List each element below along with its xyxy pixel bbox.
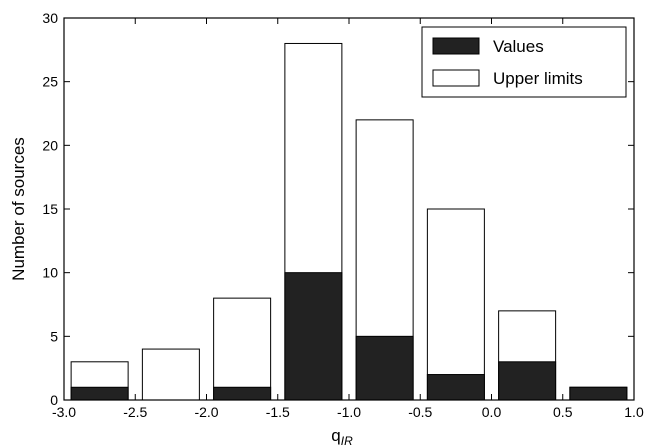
y-axis-title: Number of sources [9, 137, 28, 281]
legend-label-upper-limits: Upper limits [493, 69, 583, 88]
x-tick-label: -1.0 [337, 404, 361, 420]
x-tick-label: 0.0 [482, 404, 502, 420]
x-tick-label: -3.0 [52, 404, 76, 420]
ticks-group: -3.0 -2.5 -2.0 -1.5 -1.0 -0.5 0.0 0.5 1.0 0 5 10 15 2… [42, 10, 644, 420]
bar-values [70, 386, 129, 401]
bar-values [355, 335, 414, 401]
plot-frame [63, 17, 635, 401]
y-tick-label: 15 [42, 201, 58, 217]
x-axis-title: qIR [331, 426, 353, 447]
bar-values [426, 374, 485, 401]
bar-upper-limits [141, 348, 200, 401]
y-tick-label: 5 [50, 328, 58, 344]
y-tick-label: 25 [42, 74, 58, 90]
x-tick-label: 0.5 [553, 404, 573, 420]
x-tick-label: -1.5 [266, 404, 290, 420]
bar-values [498, 361, 557, 401]
x-axis-title-subscript: IR [341, 434, 353, 447]
y-tick-label: 30 [42, 10, 58, 26]
x-tick-label: 1.0 [624, 404, 644, 420]
bar-values [569, 386, 628, 401]
legend-swatch-upper-limits [432, 69, 480, 87]
y-tick-label: 10 [42, 265, 58, 281]
x-axis-title-main: q [331, 426, 340, 445]
legend: Values Upper limits [421, 26, 627, 98]
legend-label-values: Values [493, 37, 544, 56]
x-tick-label: -2.0 [194, 404, 218, 420]
x-tick-label: -2.5 [123, 404, 147, 420]
y-tick-label: 20 [42, 137, 58, 153]
bar-values [284, 272, 343, 401]
x-tick-label: -0.5 [408, 404, 432, 420]
legend-swatch-values [432, 37, 480, 55]
bar-values [213, 386, 272, 401]
y-tick-label: 0 [50, 392, 58, 408]
bar-upper-limits [426, 208, 485, 401]
bars-group [70, 42, 628, 401]
bar-upper-limits [213, 297, 272, 401]
